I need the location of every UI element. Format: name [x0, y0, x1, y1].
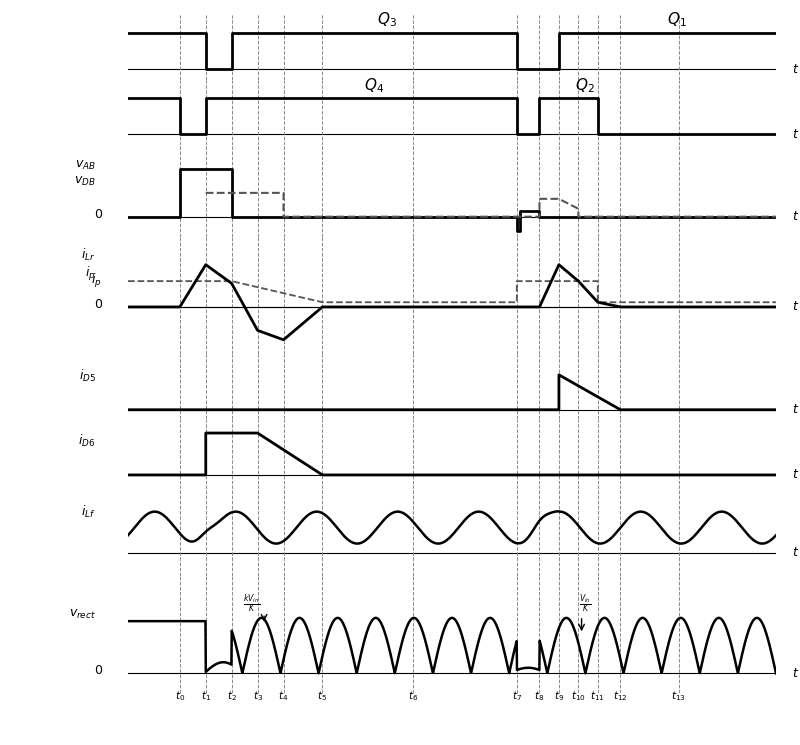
Text: $Q_3$: $Q_3$ — [378, 10, 397, 29]
Text: $t_6$: $t_6$ — [408, 690, 418, 703]
Text: $v_{rect}$: $v_{rect}$ — [69, 608, 96, 621]
Text: $t_1$: $t_1$ — [201, 690, 210, 703]
Text: $Q_4$: $Q_4$ — [364, 76, 384, 95]
Text: $t_{11}$: $t_{11}$ — [590, 690, 605, 703]
Text: 0: 0 — [94, 664, 102, 676]
Text: $t_{13}$: $t_{13}$ — [671, 690, 686, 703]
Text: $t$: $t$ — [792, 667, 799, 679]
Text: 0: 0 — [94, 298, 102, 311]
Text: $t$: $t$ — [792, 128, 799, 141]
Text: $i_{Lf}$: $i_{Lf}$ — [81, 504, 96, 520]
Text: $v_{AB}$
$v_{DB}$: $v_{AB}$ $v_{DB}$ — [74, 159, 96, 188]
Text: $t_9$: $t_9$ — [554, 690, 564, 703]
Text: $t_3$: $t_3$ — [253, 690, 262, 703]
Text: $t_7$: $t_7$ — [512, 690, 522, 703]
Text: $\frac{kV_{in}}{K}$: $\frac{kV_{in}}{K}$ — [242, 592, 260, 615]
Text: $t_{12}$: $t_{12}$ — [614, 690, 628, 703]
Text: $Q_1$: $Q_1$ — [667, 10, 687, 29]
Text: $\frac{V_{in}}{K}$: $\frac{V_{in}}{K}$ — [578, 592, 591, 615]
Text: $t$: $t$ — [792, 300, 799, 314]
Text: $t_{10}$: $t_{10}$ — [571, 690, 586, 703]
Text: $t$: $t$ — [792, 403, 799, 416]
Text: $i_{D5}$: $i_{D5}$ — [78, 368, 96, 384]
Text: $t$: $t$ — [792, 63, 799, 76]
Text: $t$: $t$ — [792, 210, 799, 224]
Text: $i_p$: $i_p$ — [91, 272, 102, 290]
Text: $Q_2$: $Q_2$ — [575, 76, 594, 95]
Text: $t_2$: $t_2$ — [226, 690, 237, 703]
Text: $t_5$: $t_5$ — [318, 690, 327, 703]
Text: $i_{D6}$: $i_{D6}$ — [78, 434, 96, 449]
Text: $t_4$: $t_4$ — [278, 690, 289, 703]
Text: $i_{Lr}$
$i_p$: $i_{Lr}$ $i_p$ — [82, 247, 96, 283]
Text: $t$: $t$ — [792, 546, 799, 559]
Text: $t_8$: $t_8$ — [534, 690, 545, 703]
Text: 0: 0 — [94, 208, 102, 221]
Text: $t_0$: $t_0$ — [174, 690, 185, 703]
Text: $t$: $t$ — [792, 469, 799, 481]
